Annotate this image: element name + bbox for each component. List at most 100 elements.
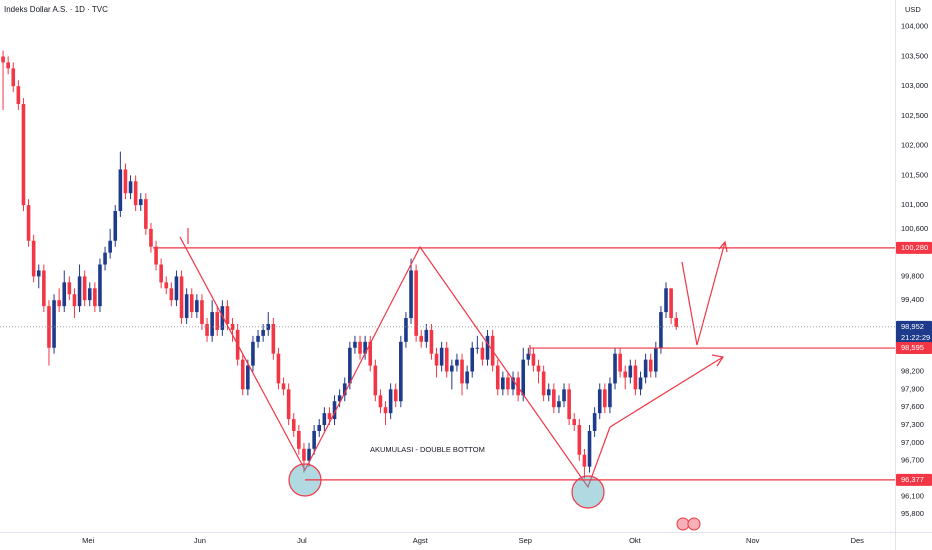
x-tick-label: Mei: [82, 536, 94, 545]
candle-body: [393, 389, 398, 402]
candle-body: [342, 383, 347, 396]
candle-body: [531, 353, 536, 366]
candle-body: [363, 341, 367, 354]
candle-body: [184, 294, 189, 319]
x-tick-label: Jul: [297, 536, 307, 545]
candle-body: [557, 401, 561, 408]
candle-body: [618, 353, 622, 372]
price-tag-timer: 21:22:29: [901, 333, 930, 342]
candle-body: [281, 383, 286, 390]
y-tick-label: 100,600: [901, 224, 928, 233]
event-icon: [676, 517, 690, 531]
candle-body: [31, 240, 36, 277]
candle-body: [608, 383, 612, 408]
candle-body: [189, 294, 194, 313]
candle-body: [439, 347, 444, 366]
candle-body: [312, 430, 316, 449]
candle-body: [572, 419, 577, 426]
candle-body: [434, 353, 439, 366]
candle-body: [480, 347, 485, 360]
candle-body: [603, 389, 607, 408]
candle-body: [597, 389, 602, 414]
candle-body: [674, 318, 679, 327]
candle-body: [628, 365, 633, 378]
candle-body: [225, 306, 230, 324]
y-tick-label: 97,300: [901, 420, 924, 429]
y-tick-label: 97,900: [901, 384, 924, 393]
candle-body: [383, 407, 388, 414]
candle-body: [128, 181, 133, 194]
y-tick-label: 103,000: [901, 81, 928, 90]
price-tag-label: 98,595: [901, 343, 924, 352]
y-tick-label: 99,800: [901, 271, 924, 280]
candle-body: [169, 288, 174, 301]
candle-body: [613, 353, 617, 384]
x-tick-label: Okt: [629, 536, 642, 545]
candle-body: [470, 347, 475, 372]
candle-body: [42, 270, 46, 307]
y-tick-label: 102,000: [901, 141, 928, 150]
price-tag: [896, 342, 932, 355]
candle-body: [123, 169, 128, 194]
candle-body: [26, 205, 31, 241]
candle-body: [113, 211, 118, 241]
candle-body: [246, 365, 250, 390]
candle-body: [297, 430, 301, 449]
candle-body: [1, 56, 5, 63]
candle-body: [536, 365, 541, 372]
candle-body: [195, 300, 199, 313]
bottom-circle: [571, 475, 605, 509]
candle-body: [57, 300, 61, 307]
price-tag-label: 98,952: [901, 322, 924, 331]
candle-body: [87, 288, 92, 301]
price-tag: [896, 320, 932, 345]
candle-body: [327, 413, 332, 420]
candle-body: [82, 276, 87, 301]
candle-body: [240, 359, 245, 390]
candle-body: [546, 389, 551, 396]
projection-line: [681, 241, 726, 346]
candle-body: [291, 419, 296, 431]
candle-body: [460, 359, 464, 384]
candle-body: [475, 347, 480, 349]
candle-body: [210, 312, 214, 336]
candle-body: [664, 288, 668, 313]
candle-body: [256, 335, 260, 342]
candle-body: [444, 347, 449, 372]
y-tick-label: 96,100: [901, 491, 924, 500]
x-tick-label: Agst: [413, 536, 429, 545]
candle-body: [11, 68, 16, 87]
trend-arrow: [609, 356, 724, 428]
candle-body: [567, 389, 571, 420]
candle-body: [271, 323, 276, 354]
candle-body: [511, 377, 515, 390]
y-tick-label: 102,500: [901, 111, 928, 120]
candle-body: [526, 353, 531, 360]
candle-body: [72, 294, 77, 307]
candle-body: [633, 365, 638, 390]
candle-body: [455, 359, 459, 366]
candle-body: [261, 329, 265, 336]
y-tick-label: 97,000: [901, 438, 924, 447]
candle-body: [368, 341, 373, 366]
candle-body: [501, 377, 505, 390]
y-tick-label: 95,800: [901, 509, 924, 518]
candle-body: [348, 347, 352, 384]
candle-body: [67, 282, 72, 295]
candle-body: [465, 371, 469, 384]
y-tick-label: 103,500: [901, 51, 928, 60]
candle-body: [62, 282, 67, 307]
candle-body: [230, 323, 235, 330]
chart-title: Indeks Dollar A.S. · 1D · TVC: [4, 5, 108, 14]
candle-body: [251, 341, 255, 366]
candle-body: [638, 377, 643, 390]
candle-body: [643, 359, 648, 378]
candle-body: [495, 365, 500, 390]
event-icons: [676, 517, 701, 531]
candle-body: [307, 448, 311, 461]
x-tick-label: Nov: [746, 536, 760, 545]
y-tick-label: 101,500: [901, 170, 928, 179]
candle-body: [317, 425, 322, 431]
y-tick-label: 98,200: [901, 367, 924, 376]
